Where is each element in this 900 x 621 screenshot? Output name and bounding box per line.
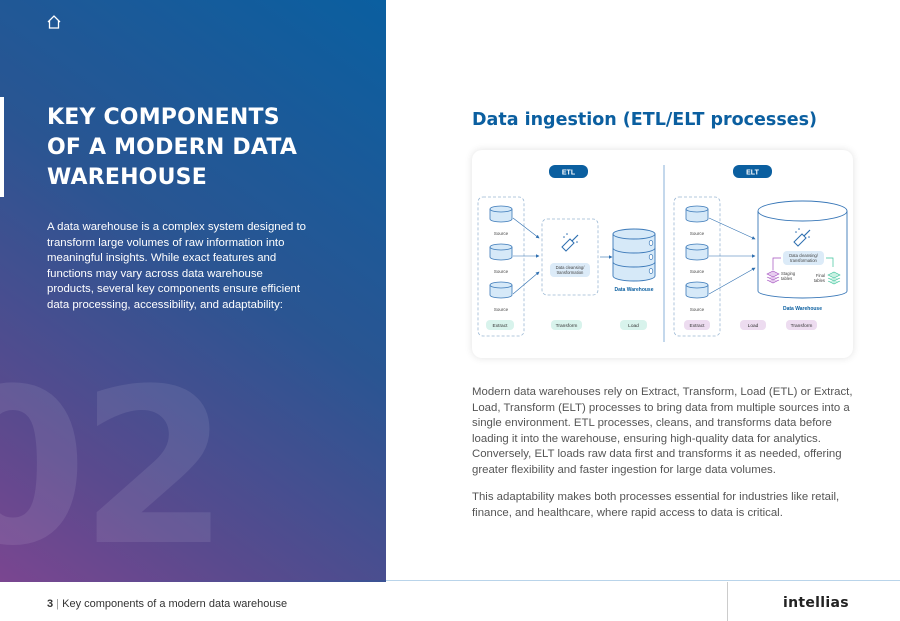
- source-label: Source: [494, 231, 509, 236]
- title-line: WAREHOUSE: [47, 165, 207, 190]
- etl-badge-label: ETL: [562, 170, 576, 177]
- stage-pill: [786, 320, 817, 330]
- warehouse-label: Data Warehouse: [615, 287, 654, 293]
- stage-pill: [740, 320, 766, 330]
- footer-line: [386, 580, 900, 581]
- etl-badge: [549, 165, 588, 178]
- stage-pill: [486, 320, 514, 330]
- left-panel: KEY COMPONENTS OF A MODERN DATA WAREHOUS…: [0, 0, 386, 580]
- staging-label: tables: [781, 276, 792, 281]
- etl-elt-diagram: ETL Source Source Source Data cleansing/…: [472, 150, 853, 358]
- footer-divider: [727, 582, 728, 621]
- stage-label: Extract: [493, 323, 509, 329]
- cleansing-label: Data cleansing/: [556, 265, 586, 270]
- elt-badge-label: ELT: [746, 170, 759, 177]
- footer-line: [0, 580, 386, 582]
- body-paragraph: This adaptability makes both processes e…: [472, 491, 840, 519]
- footer-page-info: 3 | Key components of a modern data ware…: [47, 598, 288, 610]
- transform-box: [541, 218, 599, 296]
- accent-bar: [0, 97, 4, 197]
- extract-box: [673, 196, 721, 337]
- stage-label: Load: [748, 323, 759, 329]
- intro-paragraph: A data warehouse is a complex system des…: [47, 221, 306, 311]
- source-db-icon: [489, 205, 513, 223]
- source-label: Source: [690, 307, 705, 312]
- staging-label: Staging: [781, 271, 796, 276]
- etl-section: ETL Source Source Source Data cleansing/…: [477, 165, 656, 337]
- source-db-icon: [685, 281, 709, 299]
- stage-label: Transform: [556, 323, 578, 329]
- broom-icon: [561, 232, 579, 252]
- stage-pill: [551, 320, 582, 330]
- stage-label: Load: [628, 323, 639, 329]
- source-db-icon: [685, 243, 709, 261]
- elt-section: ELT Source Source Source Data cleansing/…: [673, 165, 848, 337]
- page-number: 3: [47, 598, 54, 610]
- warehouse-label: Data Warehouse: [783, 306, 822, 312]
- title-line: OF A MODERN DATA: [47, 135, 298, 160]
- source-label: Source: [690, 269, 705, 274]
- intellias-logo[interactable]: intellias: [783, 595, 849, 611]
- cleansing-label: transformation: [790, 258, 817, 263]
- final-tables-icon: [827, 271, 841, 285]
- cleansing-box: [550, 263, 590, 277]
- extract-box: [477, 196, 525, 337]
- stage-label: Extract: [690, 323, 706, 329]
- stage-pill: [620, 320, 647, 330]
- section-number: 02: [0, 342, 229, 580]
- elt-badge: [733, 165, 772, 178]
- source-label: Source: [494, 307, 509, 312]
- final-label: tables: [814, 278, 825, 283]
- footer-page-title: Key components of a modern data warehous…: [62, 598, 288, 610]
- staging-tables-icon: [766, 270, 780, 284]
- section-title: Data ingestion (ETL/ELT processes): [472, 110, 818, 130]
- stage-pill: [684, 320, 710, 330]
- source-db-icon: [685, 205, 709, 223]
- cleansing-label: transformation: [557, 270, 584, 275]
- cleansing-label: Data cleansing/: [789, 253, 819, 258]
- data-warehouse-icon: [612, 228, 656, 282]
- source-db-icon: [489, 243, 513, 261]
- source-db-icon: [489, 281, 513, 299]
- title-line: KEY COMPONENTS: [47, 105, 280, 130]
- home-icon[interactable]: [46, 14, 62, 30]
- cleansing-box: [783, 251, 824, 265]
- body-paragraph: Modern data warehouses rely on Extract, …: [472, 386, 853, 476]
- source-label: Source: [494, 269, 509, 274]
- stage-label: Transform: [791, 323, 813, 329]
- source-label: Source: [690, 231, 705, 236]
- final-label: Final: [816, 273, 825, 278]
- page-title: KEY COMPONENTS OF A MODERN DATA WAREHOUS…: [47, 103, 367, 193]
